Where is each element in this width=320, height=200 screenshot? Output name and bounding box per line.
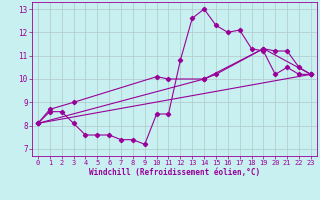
X-axis label: Windchill (Refroidissement éolien,°C): Windchill (Refroidissement éolien,°C) (89, 168, 260, 177)
